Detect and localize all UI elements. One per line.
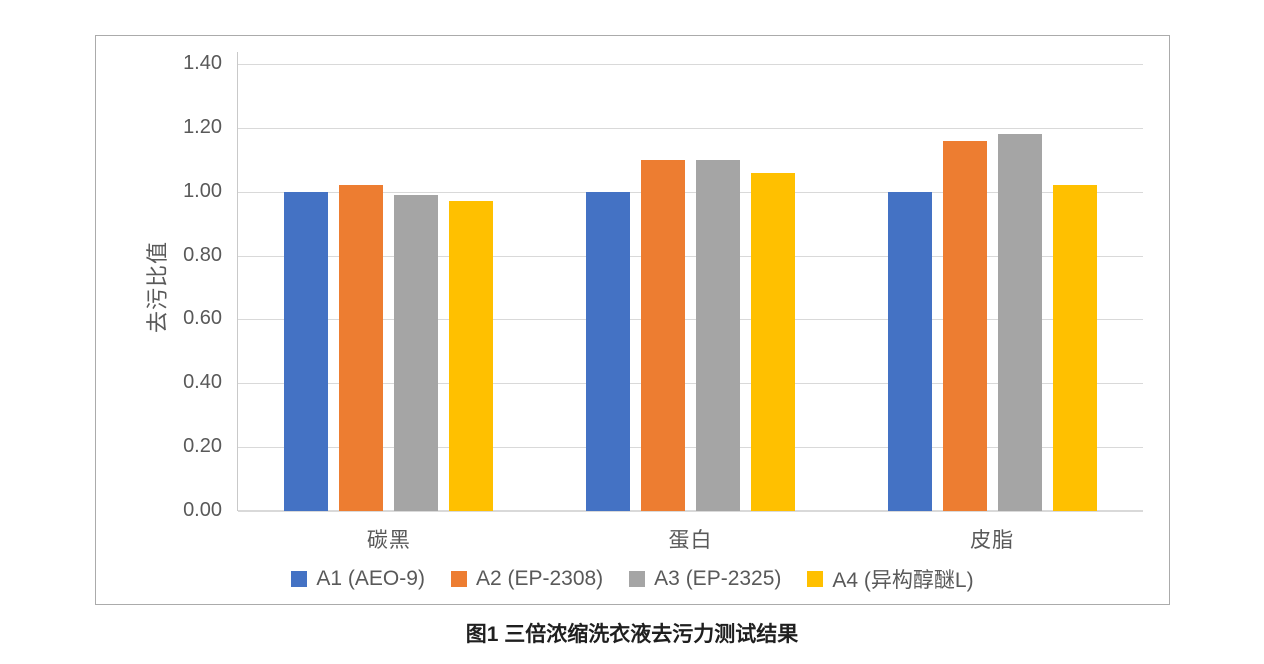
category-label: 蛋白 [668,529,713,552]
legend-label: A4 (异构醇醚L) [832,569,974,592]
y-tick-label: 1.20 [183,115,222,138]
y-tick-label: 0.80 [183,243,222,266]
legend-label: A1 (AEO-9) [316,567,425,590]
legend-label: A3 (EP-2325) [654,567,782,590]
y-tick-label: 0.40 [183,371,222,394]
bar [586,191,630,511]
chart-card: 去污比值 0.00 0.20 0.40 0.60 0.80 1.00 1.20 1.40 碳黑… [95,35,1170,605]
legend-swatch-icon [450,571,467,587]
bar [284,191,329,511]
legend-item: A1 (AEO-9) [291,567,425,591]
plot-area [238,64,1143,512]
bar [887,191,932,511]
y-tick-label: 1.40 [183,52,222,74]
bar [449,201,494,511]
bar-group [540,64,842,511]
gridline [238,510,1143,512]
y-tick-label: 0.20 [183,435,222,458]
legend-item: A3 (EP-2325) [629,567,781,591]
legend-swatch-icon [807,571,824,587]
y-tick-label: 0.60 [183,307,222,330]
legend-label: A2 (EP-2308) [475,567,604,590]
legend-swatch-icon [629,571,646,587]
gridline [238,255,1143,257]
gridline [238,64,1143,65]
legend-item: A2 (EP-2308) [450,567,604,591]
y-tick-label: 1.00 [183,179,222,202]
bar [394,194,439,511]
bar [942,140,987,511]
legend-swatch-icon [291,571,308,587]
y-tick-label: 0.00 [183,499,222,521]
legend-item: A4 (异构醇醚L) [807,564,974,594]
figure-caption: 图1 三倍浓缩洗衣液去污力测试结果 [465,623,799,646]
gridline [238,383,1143,385]
bar [1052,185,1097,511]
bar-group [238,64,540,511]
bar-group [841,64,1143,511]
bar [751,172,795,511]
y-axis-line [237,52,238,511]
gridline [238,319,1143,321]
bar [339,185,384,511]
bar-groups [238,64,1143,511]
category-label: 碳黑 [366,529,411,552]
gridline [238,127,1143,129]
bar [641,159,685,511]
bar [997,134,1042,511]
gridline [238,447,1143,449]
category-label: 皮脂 [970,529,1015,552]
x-axis-labels: 碳黑 蛋白 皮脂 [238,524,1143,554]
legend: A1 (AEO-9) A2 (EP-2308) A3 (EP-2325) A4 (异构… [96,564,1169,594]
gridline [238,191,1143,193]
bar [696,159,740,511]
